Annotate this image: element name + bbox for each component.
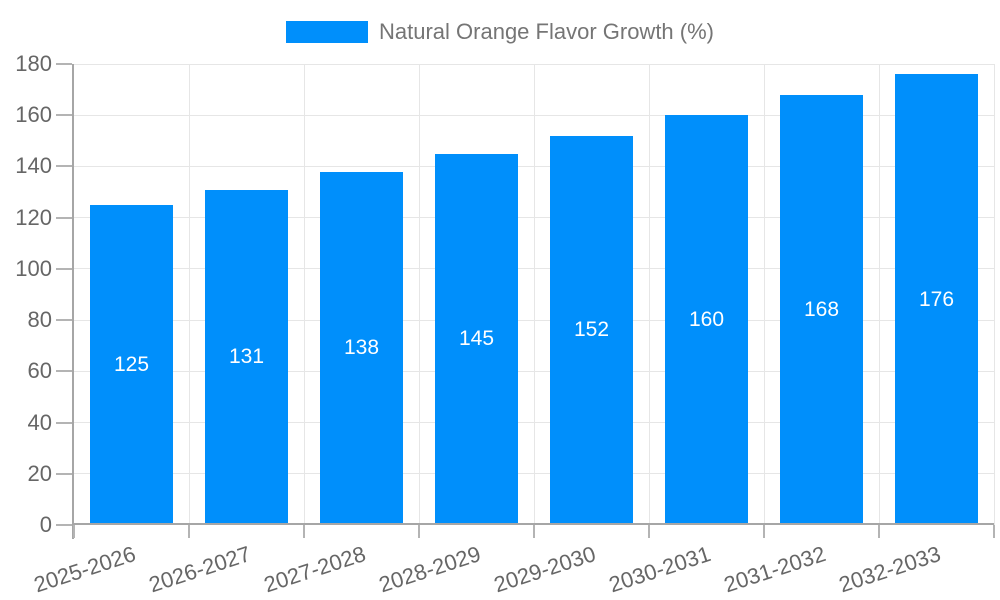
bar[interactable] bbox=[320, 171, 403, 525]
v-gridline bbox=[993, 64, 995, 525]
y-tick-label: 0 bbox=[39, 512, 52, 537]
y-tick-label: 20 bbox=[27, 460, 52, 486]
x-tick bbox=[993, 525, 995, 538]
legend-label: Natural Orange Flavor Growth (%) bbox=[379, 19, 714, 44]
x-tick-label: 2025-2026 bbox=[31, 541, 139, 598]
x-tick-label: 2026-2027 bbox=[146, 541, 254, 598]
y-tick bbox=[56, 114, 72, 117]
y-tick-label: 140 bbox=[15, 153, 52, 179]
y-tick bbox=[56, 524, 72, 526]
bar-value-label: 176 bbox=[918, 287, 955, 311]
bar[interactable] bbox=[895, 74, 978, 525]
bar[interactable] bbox=[665, 115, 748, 525]
y-tick bbox=[56, 216, 72, 219]
y-tick bbox=[56, 472, 72, 475]
x-tick bbox=[73, 525, 75, 538]
x-tick-label: 2027-2028 bbox=[261, 541, 369, 598]
y-tick-label: 80 bbox=[27, 307, 52, 333]
y-tick bbox=[56, 267, 72, 270]
v-gridline bbox=[188, 64, 190, 525]
y-tick-label: 180 bbox=[15, 51, 52, 76]
x-tick bbox=[418, 525, 420, 538]
x-tick bbox=[763, 525, 765, 538]
x-tick-label: 2031-2032 bbox=[721, 541, 829, 598]
y-tick bbox=[56, 370, 72, 373]
bar[interactable] bbox=[780, 94, 863, 525]
v-gridline bbox=[878, 64, 880, 525]
plot-area: 125 131 138 145 152 160 168 176 bbox=[74, 63, 995, 525]
v-gridline bbox=[648, 64, 650, 525]
bar-value-label: 125 bbox=[113, 352, 150, 376]
bar-value-label: 160 bbox=[688, 308, 725, 332]
bar[interactable] bbox=[90, 204, 173, 525]
x-tick-label: 2028-2029 bbox=[376, 541, 484, 598]
y-tick bbox=[56, 421, 72, 424]
x-tick-label: 2032-2033 bbox=[836, 541, 944, 598]
x-tick-label: 2029-2030 bbox=[491, 541, 599, 598]
bar-value-label: 131 bbox=[228, 345, 265, 369]
v-gridline bbox=[303, 64, 305, 525]
y-tick-label: 60 bbox=[27, 358, 52, 384]
y-tick-label: 160 bbox=[15, 102, 52, 128]
bar-value-label: 145 bbox=[458, 327, 495, 351]
y-tick-label: 100 bbox=[15, 255, 52, 281]
legend[interactable]: Natural Orange Flavor Growth (%) bbox=[0, 20, 1000, 44]
v-gridline bbox=[533, 64, 535, 525]
x-tick bbox=[303, 525, 305, 538]
x-tick bbox=[533, 525, 535, 538]
bar-value-label: 138 bbox=[343, 336, 380, 360]
bar[interactable] bbox=[435, 153, 518, 525]
y-tick-label: 120 bbox=[15, 204, 52, 230]
bar[interactable] bbox=[205, 189, 288, 525]
y-tick bbox=[56, 319, 72, 322]
x-tick-label: 2030-2031 bbox=[606, 541, 714, 598]
y-axis-line bbox=[72, 64, 74, 539]
bar[interactable] bbox=[550, 135, 633, 525]
bar-value-label: 152 bbox=[573, 318, 610, 342]
y-tick bbox=[56, 63, 72, 65]
x-axis-line bbox=[74, 523, 994, 525]
y-tick bbox=[56, 165, 72, 168]
x-tick bbox=[878, 525, 880, 538]
bar-value-label: 168 bbox=[803, 297, 840, 321]
v-gridline bbox=[763, 64, 765, 525]
x-tick bbox=[648, 525, 650, 538]
y-tick-label: 40 bbox=[27, 409, 52, 435]
v-gridline bbox=[418, 64, 420, 525]
x-tick bbox=[188, 525, 190, 538]
legend-swatch[interactable] bbox=[286, 21, 368, 43]
